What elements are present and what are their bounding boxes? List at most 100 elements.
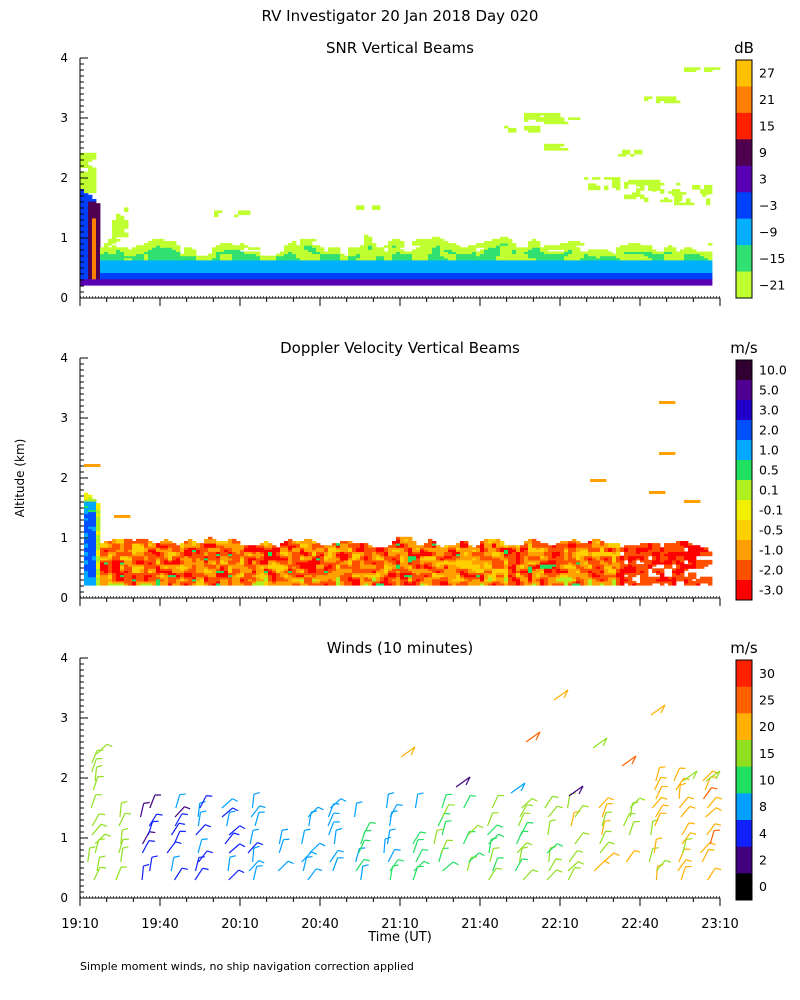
snr-cell bbox=[216, 270, 221, 273]
velocity-cell bbox=[300, 576, 305, 580]
snr-cell bbox=[300, 272, 305, 276]
snr-cell bbox=[644, 264, 649, 267]
snr-cell bbox=[408, 274, 413, 278]
snr-cell bbox=[640, 270, 645, 273]
velocity-cell bbox=[228, 551, 233, 555]
snr-cell bbox=[80, 171, 85, 175]
snr-cell bbox=[84, 159, 89, 162]
snr-cell bbox=[440, 274, 445, 278]
snr-cell bbox=[596, 274, 601, 278]
snr-cell bbox=[532, 241, 537, 244]
velocity-cell bbox=[236, 572, 241, 576]
velocity-cell bbox=[212, 564, 217, 567]
snr-cell bbox=[500, 243, 505, 246]
velocity-cell bbox=[312, 578, 317, 582]
velocity-cell bbox=[308, 538, 313, 542]
snr-cell bbox=[544, 245, 549, 248]
snr-cell bbox=[200, 266, 205, 269]
velocity-cell bbox=[228, 549, 233, 552]
snr-cell bbox=[568, 259, 573, 263]
velocity-cell bbox=[84, 576, 89, 580]
velocity-cell bbox=[124, 562, 129, 565]
snr-cell bbox=[638, 151, 643, 155]
velocity-cell bbox=[320, 568, 325, 571]
snr-cell bbox=[640, 280, 645, 284]
snr-cell bbox=[112, 262, 117, 265]
snr-cell bbox=[476, 278, 481, 282]
velocity-cell bbox=[104, 578, 109, 582]
velocity-cell bbox=[168, 559, 173, 563]
velocity-cell bbox=[108, 549, 113, 552]
velocity-cell bbox=[144, 568, 149, 571]
snr-cell bbox=[224, 262, 229, 265]
snr-cell bbox=[564, 264, 569, 267]
velocity-cell bbox=[136, 541, 141, 544]
snr-cell bbox=[596, 259, 601, 263]
snr-cell bbox=[572, 262, 577, 265]
snr-cell bbox=[380, 259, 385, 263]
snr-cell bbox=[524, 247, 529, 250]
velocity-cell bbox=[276, 583, 281, 586]
snr-cell bbox=[456, 247, 461, 250]
velocity-cell bbox=[84, 526, 89, 529]
velocity-cell bbox=[96, 538, 101, 542]
snr-cell bbox=[424, 264, 429, 267]
velocity-cell bbox=[180, 559, 185, 563]
snr-cell bbox=[524, 262, 529, 265]
velocity-cell bbox=[216, 578, 221, 582]
snr-cell bbox=[112, 236, 117, 240]
velocity-cell bbox=[156, 564, 161, 567]
velocity-cell bbox=[216, 572, 221, 576]
snr-cell bbox=[560, 253, 565, 257]
velocity-cell bbox=[240, 568, 245, 571]
velocity-cell bbox=[264, 566, 269, 569]
snr-cell bbox=[116, 232, 121, 236]
snr-cell bbox=[440, 238, 445, 242]
snr-cell bbox=[300, 262, 305, 265]
snr-cell bbox=[560, 121, 565, 125]
snr-cell bbox=[224, 274, 229, 278]
snr-cell bbox=[128, 249, 133, 252]
snr-cell bbox=[368, 243, 373, 246]
velocity-cell bbox=[216, 555, 221, 559]
snr-cell bbox=[144, 272, 149, 276]
velocity-cell bbox=[96, 522, 101, 525]
snr-cell bbox=[608, 259, 613, 263]
velocity-cell bbox=[284, 566, 289, 569]
snr-cell bbox=[680, 257, 685, 261]
snr-cell bbox=[500, 270, 505, 273]
snr-cell bbox=[200, 272, 205, 276]
velocity-cell bbox=[96, 572, 101, 576]
velocity-cell bbox=[132, 543, 137, 546]
snr-cell bbox=[232, 247, 237, 250]
snr-cell bbox=[372, 205, 377, 208]
snr-cell bbox=[552, 145, 557, 149]
snr-cell bbox=[264, 264, 269, 267]
snr-cell bbox=[396, 257, 401, 261]
snr-cell bbox=[172, 251, 177, 255]
snr-cell bbox=[88, 283, 93, 286]
velocity-cell bbox=[112, 557, 117, 561]
snr-cell bbox=[256, 259, 261, 263]
snr-cell bbox=[92, 234, 97, 238]
velocity-cell bbox=[228, 559, 233, 563]
velocity-cell bbox=[220, 570, 225, 573]
snr-cell bbox=[284, 266, 289, 269]
snr-cell bbox=[228, 249, 233, 252]
velocity-cell bbox=[324, 580, 329, 584]
velocity-cell bbox=[124, 583, 129, 586]
velocity-cell bbox=[100, 580, 105, 584]
velocity-cell bbox=[152, 549, 157, 552]
snr-cell bbox=[396, 266, 401, 269]
snr-cell bbox=[136, 245, 141, 248]
velocity-cell bbox=[148, 578, 153, 582]
velocity-cell bbox=[124, 547, 129, 550]
snr-cell bbox=[628, 196, 633, 200]
snr-cell bbox=[208, 257, 213, 261]
snr-cell bbox=[84, 280, 89, 284]
snr-cell bbox=[484, 274, 489, 278]
velocity-cell bbox=[252, 547, 257, 550]
snr-cell bbox=[268, 270, 273, 273]
snr-cell bbox=[456, 270, 461, 273]
snr-cell bbox=[568, 274, 573, 278]
